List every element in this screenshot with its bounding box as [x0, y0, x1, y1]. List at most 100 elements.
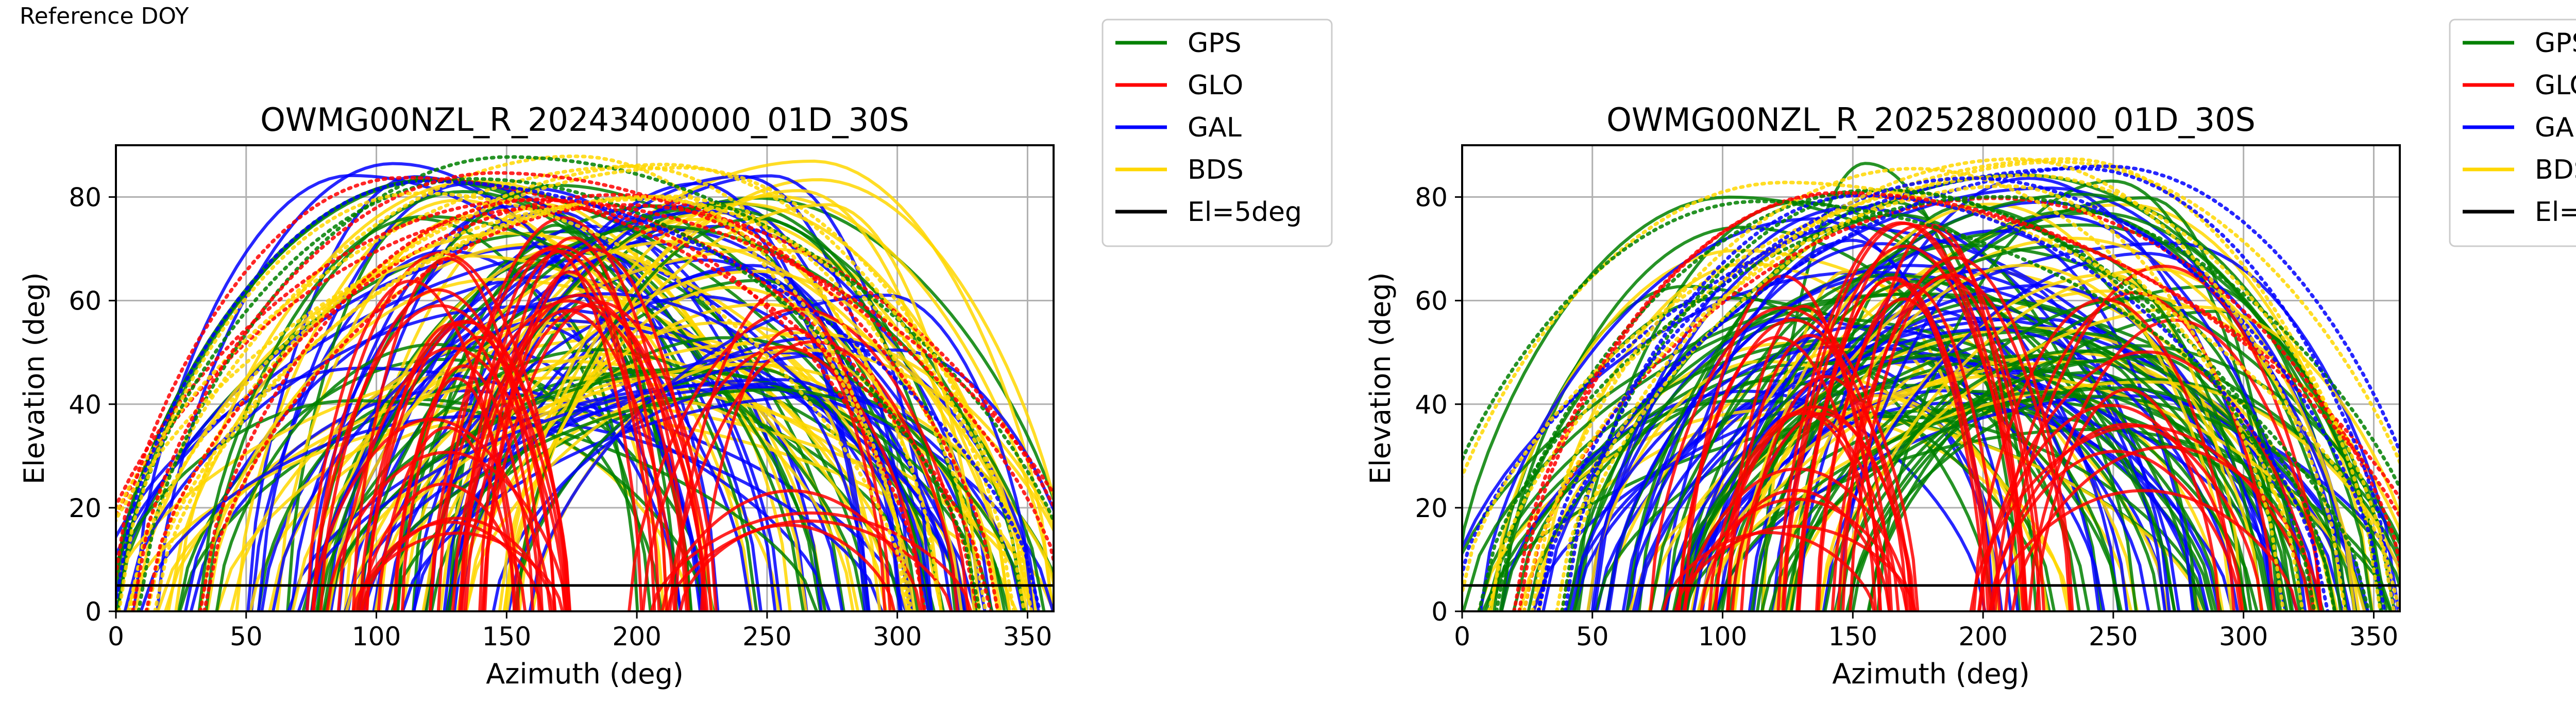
track-glo [665, 519, 953, 611]
track-gal [1536, 176, 2386, 611]
track-glo [481, 301, 718, 611]
legend-item: El=5deg [1115, 197, 1302, 228]
legend-label: El=5deg [1188, 197, 1302, 228]
y-tick-label: 40 [1415, 390, 1448, 420]
x-axis-label: Azimuth (deg) [486, 658, 684, 690]
x-tick-label: 200 [612, 622, 661, 652]
track-bds [126, 165, 1026, 611]
track-bds [1530, 166, 2305, 611]
track-bds [503, 202, 1028, 611]
track-gps [1462, 199, 2371, 611]
legend-item: GLO [2463, 70, 2576, 101]
chart-title: OWMG00NZL_R_20243400000_01D_30S [260, 101, 909, 139]
x-tick-label: 150 [1828, 622, 1877, 652]
y-tick-label: 80 [69, 183, 101, 213]
legend-label: BDS [1188, 155, 1244, 185]
track-gps [1560, 188, 2316, 611]
legend-item: BDS [1115, 155, 1244, 185]
x-tick-label: 300 [2219, 622, 2268, 652]
x-tick-label: 350 [2349, 622, 2398, 652]
x-tick-label: 100 [352, 622, 401, 652]
y-tick-label: 40 [69, 390, 101, 420]
track-glo [365, 322, 541, 611]
track-glo [144, 193, 1000, 611]
track-bds [464, 348, 1054, 611]
track-gps [215, 342, 663, 611]
track-bds [128, 154, 913, 611]
track-gps [1838, 297, 2304, 611]
track-glo [2004, 264, 2323, 611]
track-glo [1512, 191, 2400, 611]
track-bds [174, 179, 808, 611]
legend: GPS GLO GAL BDS El=5deg [1101, 19, 1333, 247]
track-glo [326, 451, 568, 611]
x-tick-label: 0 [1454, 622, 1470, 652]
track-glo [365, 320, 572, 611]
track-glo [352, 532, 564, 611]
track-glo [462, 249, 661, 611]
track-bds [1462, 174, 2396, 611]
legend-label: BDS [2535, 155, 2576, 185]
track-bds [1555, 157, 2347, 611]
track-glo [1815, 297, 1993, 611]
track-glo [116, 197, 980, 611]
track-glo [1781, 221, 2028, 611]
legend-label: GLO [1188, 70, 1243, 101]
axes-frame [1461, 144, 2401, 612]
track-glo [1740, 375, 1913, 611]
track-glo [198, 198, 1054, 611]
track-glo [482, 248, 706, 611]
legend-box [1101, 19, 1333, 247]
figure-label: Reference DOY [20, 3, 189, 29]
axes-frame [115, 144, 1055, 612]
y-tick-label: 0 [85, 597, 101, 627]
track-gal [329, 201, 903, 611]
legend-label: GAL [1188, 112, 1242, 143]
track-gal [1563, 193, 2330, 611]
track-glo [460, 248, 643, 611]
legend-item: GPS [1115, 28, 1242, 59]
track-glo [1649, 306, 1920, 611]
y-tick-label: 80 [1415, 183, 1448, 213]
track-glo [641, 345, 925, 611]
legend-label: GAL [2535, 112, 2576, 143]
y-tick-label: 60 [1415, 286, 1448, 316]
track-gal [528, 294, 1035, 611]
track-gps [515, 217, 957, 611]
track-gps [322, 225, 1046, 611]
track-glo [400, 335, 556, 611]
track-bds [1816, 305, 2400, 611]
y-axis-label: Elevation (deg) [18, 272, 50, 485]
track-glo [1977, 403, 2244, 611]
track-glo [377, 426, 517, 611]
legend-item: GLO [1115, 70, 1243, 101]
subplot-2: 0 50 100 150 200 250 300 350 0 20 40 60 80 OWMG00NZL_… [1364, 19, 2576, 690]
x-tick-label: 50 [230, 622, 263, 652]
track-glo [700, 327, 887, 611]
track-gps [1649, 193, 2383, 611]
x-tick-label: 150 [482, 622, 531, 652]
x-tick-label: 250 [2089, 622, 2138, 652]
x-tick-label: 350 [1003, 622, 1052, 652]
legend-item: El=5deg [2463, 197, 2576, 228]
track-gal [1536, 164, 2400, 611]
track-glo [679, 523, 896, 611]
track-glo [361, 517, 555, 611]
legend-item: GAL [1115, 112, 1242, 143]
legend-box [2449, 19, 2576, 247]
track-gal [1836, 214, 2307, 611]
track-glo [1837, 256, 2074, 611]
track-glo [1782, 244, 2028, 611]
track-bds [117, 191, 911, 611]
track-glo [202, 203, 1054, 611]
legend-item: GPS [2463, 28, 2576, 59]
track-glo [1662, 530, 1876, 611]
x-tick-label: 0 [108, 622, 124, 652]
track-glo [131, 171, 1054, 611]
track-bds [345, 363, 917, 611]
y-axis-label: Elevation (deg) [1364, 272, 1397, 485]
track-gal [1462, 166, 2397, 611]
track-glo [393, 376, 520, 611]
x-tick-label: 50 [1576, 622, 1609, 652]
